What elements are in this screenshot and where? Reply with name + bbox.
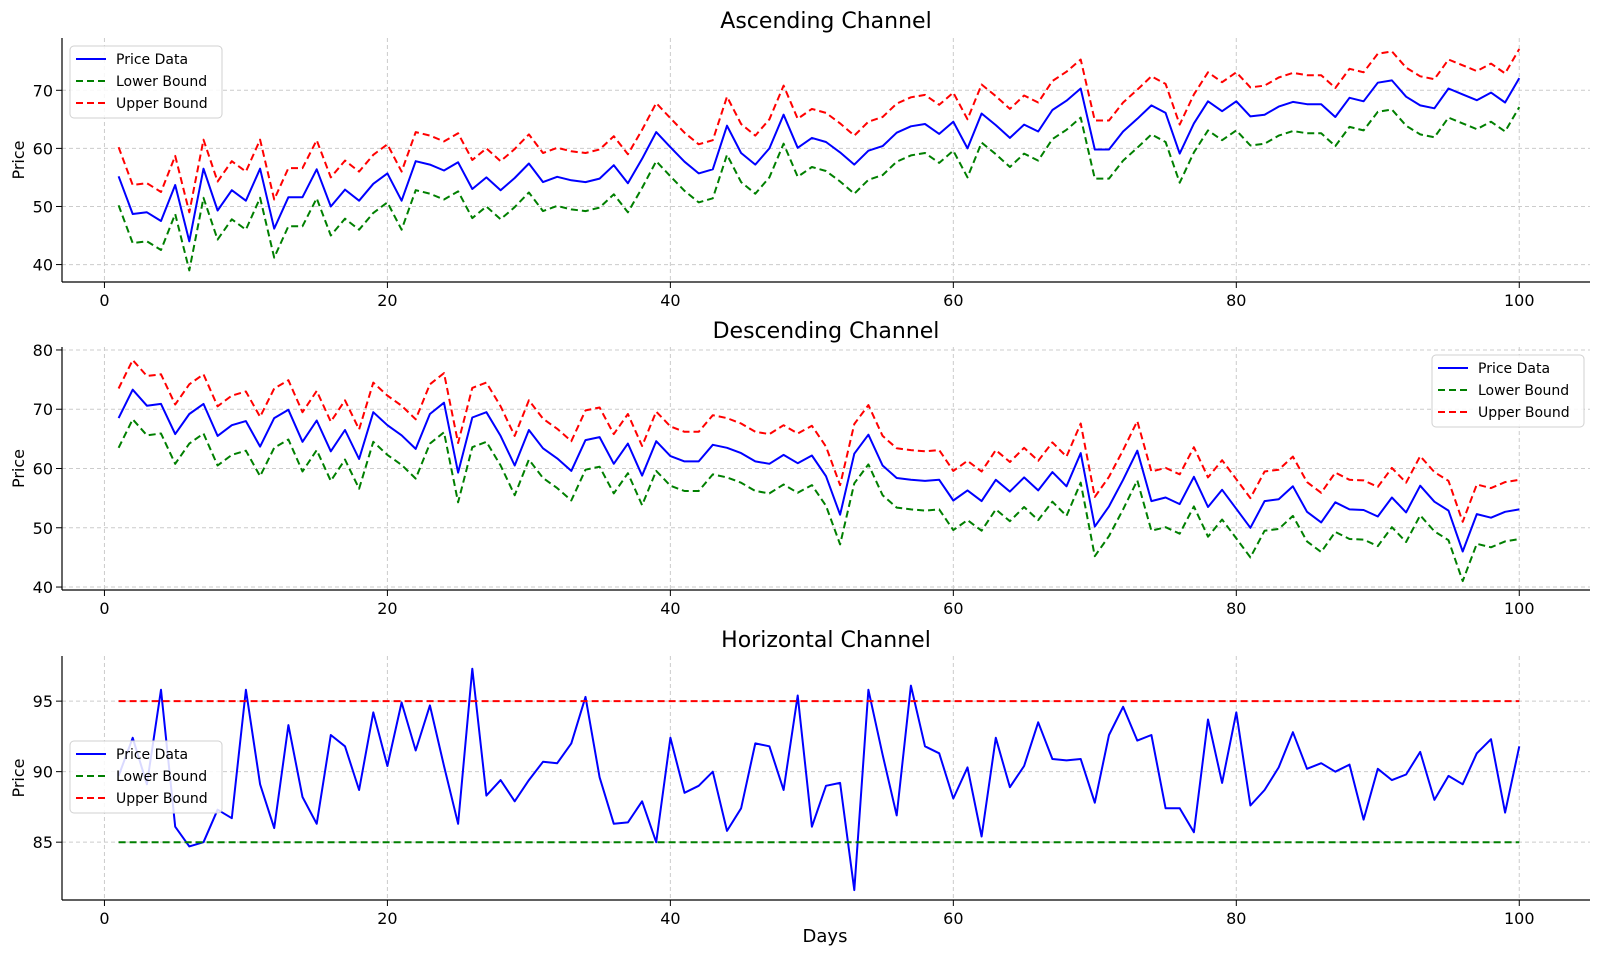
legend-box bbox=[1431, 354, 1585, 428]
x-tick-label: 40 bbox=[660, 909, 680, 928]
x-tick-label: 100 bbox=[1504, 909, 1535, 928]
y-tick-label: 40 bbox=[33, 256, 53, 275]
figure-xlabel: Days bbox=[803, 926, 848, 947]
y-axis-label: Price bbox=[9, 140, 28, 179]
chart-title: Descending Channel bbox=[713, 319, 940, 344]
series-line-price-data bbox=[117, 388, 1520, 553]
x-tick-label: 20 bbox=[377, 909, 397, 928]
y-tick-label: 40 bbox=[33, 578, 53, 597]
chart-title: Ascending Channel bbox=[720, 9, 931, 34]
legend: Price Data Lower Bound Upper Bound bbox=[1431, 354, 1585, 428]
series-line-price-data bbox=[117, 77, 1521, 243]
y-tick-label: 85 bbox=[33, 833, 53, 852]
x-tick-label: 20 bbox=[377, 291, 397, 310]
legend-label-price-data: Price Data bbox=[116, 747, 188, 763]
legend: Price Data Lower Bound Upper Bound bbox=[69, 45, 223, 119]
x-tick-label: 40 bbox=[660, 291, 680, 310]
x-tick-label: 20 bbox=[377, 599, 397, 618]
y-axis-label: Price bbox=[9, 449, 28, 488]
y-tick-label: 80 bbox=[33, 341, 53, 360]
panel-ascending: Ascending Channel 0 20 40 60 80 100 40 50 60 70 Pri… bbox=[9, 9, 1590, 310]
legend-label-lower-bound: Lower Bound bbox=[1478, 383, 1569, 399]
series-line-lower-bound bbox=[117, 418, 1520, 583]
legend-label-upper-bound: Upper Bound bbox=[116, 791, 208, 807]
legend-label-price-data: Price Data bbox=[1478, 361, 1550, 377]
x-tick-label: 80 bbox=[1226, 909, 1246, 928]
x-tick-label: 40 bbox=[660, 599, 680, 618]
y-tick-label: 70 bbox=[33, 81, 53, 100]
x-tick-label: 100 bbox=[1504, 291, 1535, 310]
panel-horizontal: Horizontal Channel 0 20 40 60 80 100 85 90 95 Pric… bbox=[9, 628, 1590, 928]
x-tick-label: 0 bbox=[99, 909, 109, 928]
legend: Price Data Lower Bound Upper Bound bbox=[69, 740, 223, 814]
chart-title: Horizontal Channel bbox=[721, 628, 931, 653]
y-tick-label: 95 bbox=[33, 692, 53, 711]
x-tick-label: 100 bbox=[1504, 599, 1535, 618]
legend-label-upper-bound: Upper Bound bbox=[1478, 405, 1570, 421]
series-line-upper-bound bbox=[117, 359, 1520, 523]
series-line-price-data bbox=[117, 667, 1521, 892]
panel-descending: Descending Channel 0 20 40 60 80 100 40 50 60 70 80… bbox=[9, 319, 1590, 618]
x-tick-label: 60 bbox=[943, 291, 963, 310]
legend-box bbox=[69, 45, 223, 119]
x-tick-label: 80 bbox=[1226, 599, 1246, 618]
y-axis-label: Price bbox=[9, 758, 28, 797]
series-line-upper-bound bbox=[117, 48, 1521, 214]
x-tick-label: 0 bbox=[99, 291, 109, 310]
y-tick-label: 50 bbox=[33, 519, 53, 538]
legend-box bbox=[69, 740, 223, 814]
y-tick-label: 50 bbox=[33, 197, 53, 216]
x-tick-label: 80 bbox=[1226, 291, 1246, 310]
legend-label-upper-bound: Upper Bound bbox=[116, 96, 208, 112]
y-tick-label: 60 bbox=[33, 460, 53, 479]
legend-label-price-data: Price Data bbox=[116, 52, 188, 68]
x-tick-label: 60 bbox=[943, 909, 963, 928]
x-tick-label: 60 bbox=[943, 599, 963, 618]
y-tick-label: 90 bbox=[33, 763, 53, 782]
y-tick-label: 60 bbox=[33, 139, 53, 158]
legend-label-lower-bound: Lower Bound bbox=[116, 74, 207, 90]
y-tick-label: 70 bbox=[33, 400, 53, 419]
x-tick-label: 0 bbox=[99, 599, 109, 618]
legend-label-lower-bound: Lower Bound bbox=[116, 769, 207, 785]
series-line-lower-bound bbox=[117, 106, 1521, 272]
